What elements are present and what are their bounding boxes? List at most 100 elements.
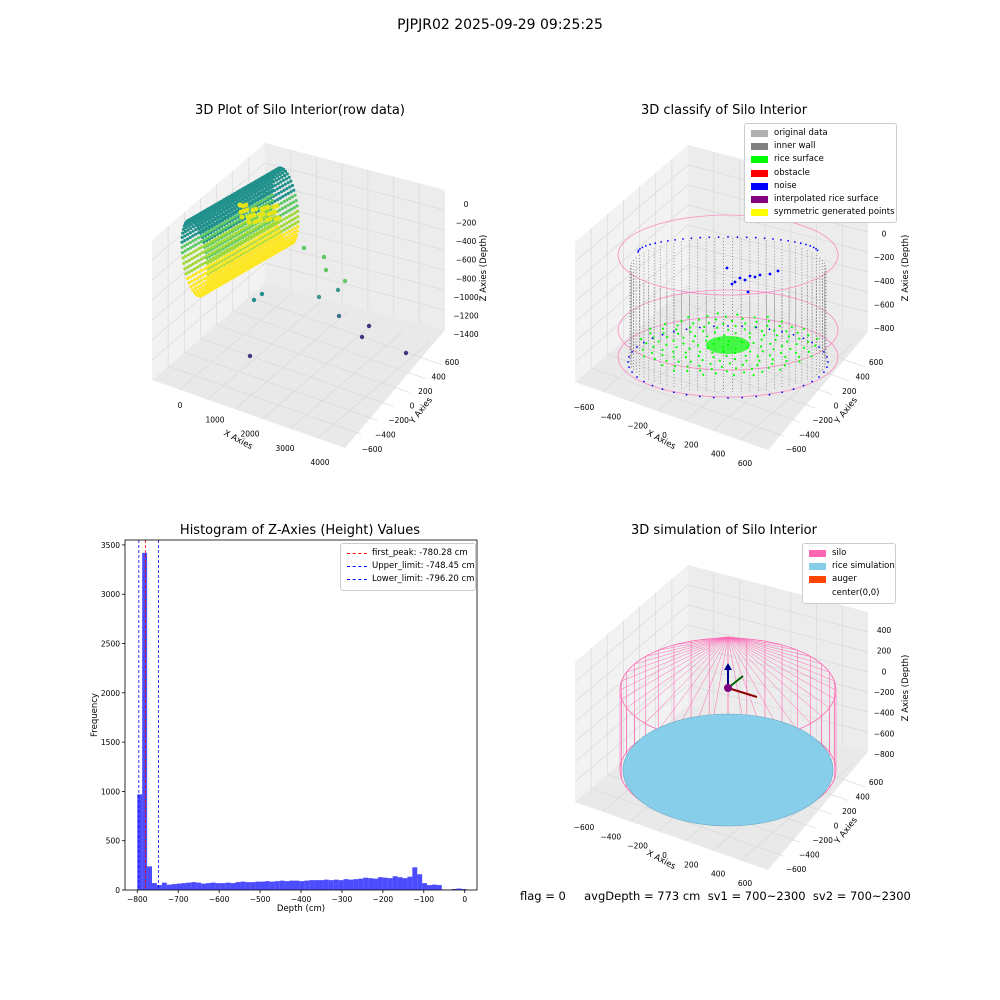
grid-line [248, 296, 442, 366]
raw-point [191, 244, 195, 248]
raw-point [185, 242, 190, 246]
rice-point [816, 337, 819, 340]
x-tick-label: −600 [574, 403, 595, 412]
noise-point [712, 325, 715, 328]
raw-point [267, 190, 271, 194]
raw-point [181, 231, 185, 235]
legend-swatch [751, 182, 768, 190]
raw-point [193, 255, 197, 259]
raw-point [201, 250, 205, 254]
y-tick-label: 600 [869, 358, 884, 367]
raw-point [281, 194, 285, 199]
noise-point [685, 328, 688, 331]
noise-point [755, 395, 758, 398]
raw-point [184, 254, 188, 258]
raw-point [226, 267, 230, 272]
raw-point [230, 228, 234, 232]
raw-point [282, 232, 286, 236]
raw-point [229, 222, 234, 226]
legend-item-obstacle: obstacle [751, 167, 890, 180]
y-tick-label: −200 [388, 416, 409, 425]
raw-point [223, 273, 227, 277]
raw-point [290, 213, 294, 217]
outlier-point [323, 267, 329, 273]
x-tick-label: 200 [684, 440, 699, 449]
raw-point [275, 239, 279, 243]
grid-line [232, 310, 426, 380]
rice-point [675, 328, 678, 331]
raw-point [257, 187, 261, 191]
grid-line [671, 298, 865, 368]
rice-point [666, 335, 669, 339]
z-tick-label: 0 [464, 200, 469, 209]
outlier-point [336, 313, 342, 319]
raw-point [205, 231, 209, 235]
noise-point [673, 330, 675, 333]
raw-point [255, 231, 259, 235]
raw-point [221, 222, 225, 226]
raw-point [202, 228, 206, 232]
raw-point [258, 240, 262, 244]
raw-point [233, 267, 238, 271]
raw-point [182, 261, 186, 265]
surface-point [238, 209, 244, 215]
raw-point [225, 248, 229, 252]
raw-point [275, 187, 279, 191]
histogram-bar [215, 883, 221, 890]
raw-point [275, 174, 279, 178]
raw-point [202, 233, 206, 237]
rice-point [755, 320, 758, 323]
rice-point [718, 359, 721, 362]
noise-point [768, 328, 771, 331]
silo-roof-strut [727, 636, 811, 657]
noise-point [690, 237, 693, 240]
raw-point [195, 253, 200, 258]
raw-point [213, 249, 217, 253]
x-tick-label: 3000 [275, 444, 294, 453]
x-tick-label: 400 [711, 450, 726, 459]
raw-point [221, 227, 225, 231]
raw-point [219, 228, 223, 233]
raw-point [269, 246, 273, 250]
rice-point [756, 355, 759, 358]
x-tick-label: 1000 [205, 415, 224, 424]
legend-swatch [809, 576, 826, 584]
rice-point [778, 324, 781, 328]
panel-histogram: −800 −700 −600 −500 −400 −300 −200 −100 0 0 500 100… [90, 539, 478, 914]
noise-point [743, 278, 747, 282]
raw-point [234, 231, 238, 236]
raw-point [282, 228, 286, 232]
raw-point [286, 203, 290, 207]
raw-point [287, 234, 291, 238]
raw-point [206, 270, 210, 274]
outlier-point [251, 297, 257, 303]
y-tick-label: −200 [812, 416, 833, 425]
noise-point [738, 276, 742, 280]
histogram-bar [377, 877, 383, 890]
noise-point [799, 242, 802, 245]
raw-point [278, 208, 282, 212]
raw-point [261, 251, 265, 255]
raw-point [286, 181, 290, 185]
noise-point [674, 239, 676, 241]
raw-point [272, 232, 276, 236]
raw-point [255, 254, 259, 258]
histogram-bar [456, 888, 462, 890]
histogram-bar [417, 874, 423, 890]
raw-point [190, 269, 194, 273]
raw-point [251, 204, 255, 208]
raw-point [269, 177, 273, 181]
y-axis-label: Y Axies [832, 395, 860, 427]
legend-item-symmetric: symmetric generated points [751, 206, 895, 219]
raw-point [222, 204, 226, 208]
raw-point [254, 198, 258, 202]
raw-point [200, 245, 204, 249]
rice-point [734, 332, 737, 335]
raw-point [240, 234, 244, 238]
raw-point [247, 224, 251, 228]
grid-line [574, 204, 869, 303]
surface-point [271, 204, 277, 210]
histogram-bar [397, 877, 403, 890]
raw-point [193, 278, 197, 282]
raw-point [289, 202, 293, 206]
